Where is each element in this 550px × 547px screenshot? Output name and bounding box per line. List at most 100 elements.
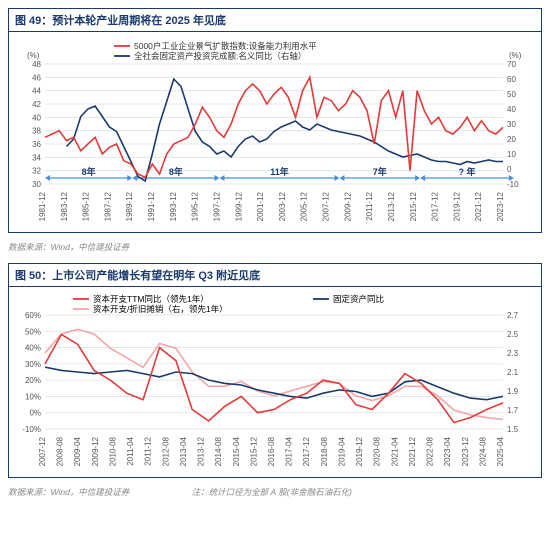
- svg-text:38: 38: [32, 127, 41, 136]
- svg-text:2001-12: 2001-12: [256, 191, 265, 221]
- svg-text:2013-04: 2013-04: [179, 436, 188, 466]
- svg-text:40: 40: [507, 105, 516, 114]
- svg-text:11年: 11年: [270, 166, 289, 177]
- svg-text:30: 30: [507, 120, 516, 129]
- svg-text:2015-04: 2015-04: [232, 436, 241, 466]
- chart-49-title: 图 49：预计本轮产业周期将在 2025 年见底: [9, 9, 541, 32]
- svg-text:8年: 8年: [82, 166, 96, 177]
- chart-50-source: 数据来源：Wind，中信建投证券: [8, 487, 129, 497]
- svg-text:2011-04: 2011-04: [126, 436, 135, 465]
- svg-text:2011-12: 2011-12: [144, 436, 153, 465]
- svg-text:2019-12: 2019-12: [452, 191, 461, 221]
- svg-text:2012-08: 2012-08: [161, 436, 170, 466]
- svg-text:2019-12: 2019-12: [355, 436, 364, 466]
- svg-text:1989-12: 1989-12: [125, 191, 134, 221]
- svg-text:2.1: 2.1: [507, 368, 519, 377]
- svg-text:2019-04: 2019-04: [337, 436, 346, 466]
- svg-text:32: 32: [32, 167, 41, 176]
- svg-text:2025-04: 2025-04: [496, 436, 505, 466]
- svg-text:-10: -10: [507, 180, 519, 189]
- svg-text:1.7: 1.7: [507, 406, 519, 415]
- svg-text:全社会固定资产投资完成额:名义同比（右轴）: 全社会固定资产投资完成额:名义同比（右轴）: [134, 51, 306, 61]
- svg-text:2015-12: 2015-12: [249, 436, 258, 466]
- svg-text:5000户工业企业景气扩散指数:设备能力利用水平: 5000户工业企业景气扩散指数:设备能力利用水平: [134, 41, 317, 51]
- svg-text:2009-12: 2009-12: [91, 436, 100, 466]
- svg-text:30: 30: [32, 180, 41, 189]
- chart-50-title: 图 50：上市公司产能增长有望在明年 Q3 附近见底: [9, 264, 541, 287]
- svg-text:2024-08: 2024-08: [478, 436, 487, 466]
- svg-text:1983-12: 1983-12: [60, 191, 69, 221]
- chart-49: 图 49：预计本轮产业周期将在 2025 年见底 30 32 34 36 38 40 42 4…: [8, 8, 542, 233]
- svg-text:1995-12: 1995-12: [191, 191, 200, 221]
- svg-text:44: 44: [32, 87, 41, 96]
- svg-text:2013-12: 2013-12: [387, 191, 396, 221]
- svg-text:1999-12: 1999-12: [234, 191, 243, 221]
- chart-50-addnote: 注：统计口径为全部 A 股(非金融石油石化): [192, 487, 352, 497]
- svg-text:? 年: ? 年: [459, 166, 476, 177]
- svg-text:36: 36: [32, 140, 41, 149]
- svg-text:1987-12: 1987-12: [103, 191, 112, 221]
- svg-text:2021-04: 2021-04: [390, 436, 399, 466]
- svg-text:固定资产同比: 固定资产同比: [333, 294, 384, 304]
- svg-text:2010-08: 2010-08: [108, 436, 117, 466]
- svg-text:2013-12: 2013-12: [197, 436, 206, 466]
- svg-text:20: 20: [507, 135, 516, 144]
- svg-text:2.3: 2.3: [507, 349, 519, 358]
- svg-text:1981-12: 1981-12: [38, 191, 47, 221]
- svg-text:-10%: -10%: [22, 425, 41, 434]
- chart-50-footnote: 数据来源：Wind，中信建投证券 注：统计口径为全部 A 股(非金融石油石化): [8, 486, 542, 498]
- svg-text:2009-12: 2009-12: [343, 191, 352, 221]
- svg-text:0%: 0%: [29, 409, 41, 418]
- svg-text:2018-08: 2018-08: [320, 436, 329, 466]
- svg-text:1985-12: 1985-12: [82, 191, 91, 221]
- svg-text:资本开支TTM同比（领先1年）: 资本开支TTM同比（领先1年）: [93, 294, 209, 304]
- svg-text:50%: 50%: [25, 327, 41, 336]
- svg-text:2017-12: 2017-12: [431, 191, 440, 221]
- svg-text:2017-12: 2017-12: [302, 436, 311, 466]
- svg-text:2.5: 2.5: [507, 330, 519, 339]
- svg-text:30%: 30%: [25, 360, 41, 369]
- svg-text:2023-12: 2023-12: [461, 436, 470, 466]
- svg-text:2020-08: 2020-08: [373, 436, 382, 466]
- chart-50-svg: -10%0%10%20%30%40%50%60%1.51.71.92.12.32…: [13, 291, 535, 473]
- svg-text:1.9: 1.9: [507, 387, 519, 396]
- svg-text:2014-08: 2014-08: [214, 436, 223, 466]
- svg-text:2023-04: 2023-04: [443, 436, 452, 466]
- svg-text:34: 34: [32, 153, 41, 162]
- svg-text:10: 10: [507, 150, 516, 159]
- chart-50-body: -10%0%10%20%30%40%50%60%1.51.71.92.12.32…: [9, 287, 541, 477]
- svg-text:2009-04: 2009-04: [73, 436, 82, 466]
- svg-text:1993-12: 1993-12: [169, 191, 178, 221]
- svg-text:2021-12: 2021-12: [408, 436, 417, 466]
- svg-text:2011-12: 2011-12: [365, 191, 374, 220]
- svg-text:2016-08: 2016-08: [267, 436, 276, 466]
- svg-text:40%: 40%: [25, 344, 41, 353]
- chart-49-body: 30 32 34 36 38 40 42 44 46 48 -10 0 10 20 30 40 50 60 70 (%…: [9, 32, 541, 232]
- chart-49-footnote: 数据来源：Wind，中信建投证券: [8, 241, 542, 253]
- svg-text:2007-12: 2007-12: [38, 436, 47, 466]
- chart-49-svg: 30 32 34 36 38 40 42 44 46 48 -10 0 10 20 30 40 50 60 70 (%…: [13, 36, 535, 228]
- svg-text:2005-12: 2005-12: [300, 191, 309, 221]
- svg-text:1991-12: 1991-12: [147, 191, 156, 221]
- svg-text:46: 46: [32, 73, 41, 82]
- svg-text:50: 50: [507, 90, 516, 99]
- svg-text:(%): (%): [27, 51, 40, 60]
- svg-text:7年: 7年: [373, 166, 387, 177]
- svg-text:2015-12: 2015-12: [409, 191, 418, 221]
- svg-text:42: 42: [32, 100, 41, 109]
- svg-text:2022-08: 2022-08: [426, 436, 435, 466]
- svg-text:资本开支/折旧摊销（右，领先1年）: 资本开支/折旧摊销（右，领先1年）: [93, 304, 228, 314]
- svg-text:1997-12: 1997-12: [212, 191, 221, 221]
- svg-text:0: 0: [507, 165, 512, 174]
- svg-text:2007-12: 2007-12: [322, 191, 331, 221]
- svg-text:48: 48: [32, 60, 41, 69]
- svg-text:2023-12: 2023-12: [496, 191, 505, 221]
- svg-text:70: 70: [507, 60, 516, 69]
- svg-text:60: 60: [507, 75, 516, 84]
- svg-text:8年: 8年: [169, 166, 183, 177]
- svg-text:2021-12: 2021-12: [474, 191, 483, 221]
- svg-text:1.5: 1.5: [507, 425, 519, 434]
- svg-text:40: 40: [32, 113, 41, 122]
- svg-text:20%: 20%: [25, 376, 41, 385]
- chart-50: 图 50：上市公司产能增长有望在明年 Q3 附近见底 -10%0%10%20%3…: [8, 263, 542, 478]
